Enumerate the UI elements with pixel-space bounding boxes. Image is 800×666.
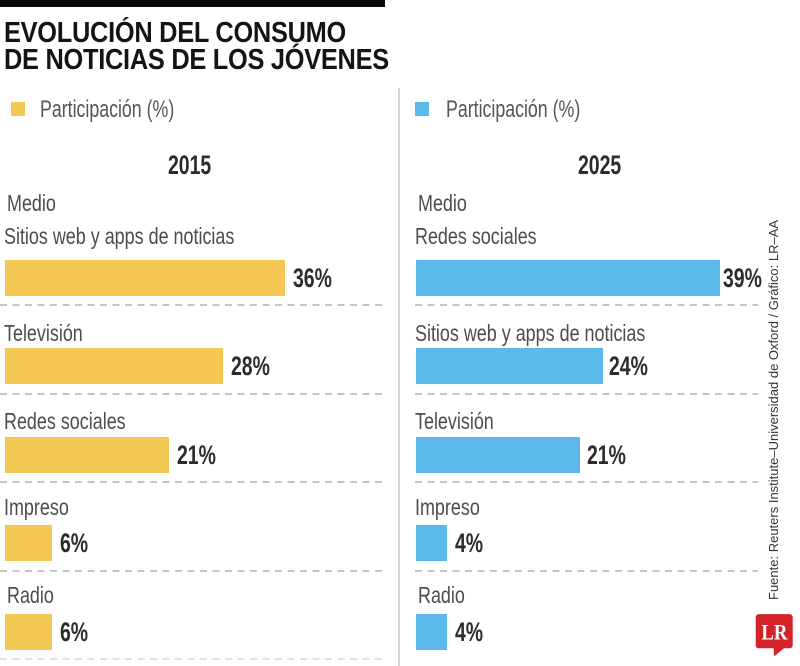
svg-text:LR: LR [761, 619, 788, 644]
